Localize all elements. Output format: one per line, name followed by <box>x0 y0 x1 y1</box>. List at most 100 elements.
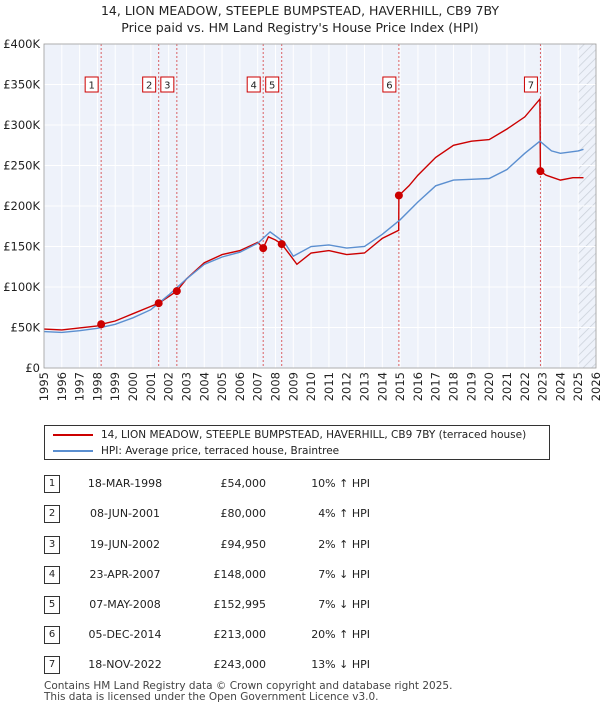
x-tick-label: 2019 <box>464 372 478 401</box>
row-date: 23-APR-2007 <box>89 568 161 581</box>
row-price: £54,000 <box>220 477 267 490</box>
sale-point <box>394 191 403 200</box>
row-hpi-delta: 4% ↑ HPI <box>318 507 370 520</box>
row-number-badge: 2 <box>44 505 60 523</box>
row-number-badge: 3 <box>44 536 60 554</box>
marker-label-box: 2 <box>142 76 157 93</box>
marker-label-box: 1 <box>84 76 99 93</box>
x-tick-label: 2018 <box>447 372 461 401</box>
price-chart: £0 £50K £100K £150K £200K £250K £300K £350K £400… <box>3 37 600 401</box>
marker-label-border <box>84 76 99 93</box>
legend-label-property: 14, LION MEADOW, STEEPLE BUMPSTEAD, HAVE… <box>101 429 527 441</box>
row-hpi-delta: 2% ↑ HPI <box>318 538 370 551</box>
x-tick-label: 2024 <box>553 372 567 401</box>
table-row: 4 23-APR-2007 £148,000 7% ↓ HPI <box>44 566 544 586</box>
y-tick-label: £250K <box>3 159 40 173</box>
x-tick-label: 1997 <box>73 372 87 401</box>
row-price: £80,000 <box>220 507 267 520</box>
x-tick-label: 2005 <box>215 372 229 401</box>
x-tick-label: 2022 <box>518 372 532 401</box>
row-date: 19-JUN-2002 <box>89 538 161 551</box>
x-tick-label: 2001 <box>144 372 158 401</box>
x-tick-label: 2011 <box>322 372 336 401</box>
table-row: 3 19-JUN-2002 £94,950 2% ↑ HPI <box>44 536 544 556</box>
x-tick-label: 1998 <box>90 372 104 401</box>
row-price: £243,000 <box>213 658 267 671</box>
x-tick-label: 2020 <box>482 372 496 401</box>
y-tick-label: £150K <box>3 240 40 254</box>
marker-label-number: 7 <box>528 81 534 92</box>
row-number-badge: 1 <box>44 475 60 493</box>
row-hpi-delta: 20% ↑ HPI <box>311 628 370 641</box>
marker-label-box: 3 <box>160 76 175 93</box>
marker-label-border <box>523 76 538 93</box>
legend-item-hpi: HPI: Average price, terraced house, Brai… <box>53 444 339 458</box>
row-price: £148,000 <box>213 568 267 581</box>
row-date: 05-DEC-2014 <box>88 628 162 641</box>
row-date: 07-MAY-2008 <box>89 598 161 611</box>
legend-swatch-hpi <box>53 450 93 452</box>
marker-label-border <box>382 76 397 93</box>
sale-point <box>172 287 181 296</box>
x-tick-label: 2023 <box>536 372 550 401</box>
row-number-badge: 6 <box>44 626 60 644</box>
row-date: 08-JUN-2001 <box>89 507 161 520</box>
marker-label-number: 2 <box>146 81 152 92</box>
x-tick-label: 2007 <box>251 372 265 401</box>
x-tick-label: 1999 <box>108 372 122 401</box>
x-tick-label: 2015 <box>393 372 407 401</box>
marker-label-number: 1 <box>88 81 94 92</box>
legend: 14, LION MEADOW, STEEPLE BUMPSTEAD, HAVE… <box>44 425 550 460</box>
sale-point <box>154 299 163 308</box>
x-tick-label: 2025 <box>571 372 585 401</box>
x-tick-label: 2013 <box>358 372 372 401</box>
marker-label-border <box>160 76 175 93</box>
marker-label-box: 5 <box>265 76 280 93</box>
y-tick-label: £0 <box>25 361 40 375</box>
marker-label-border <box>142 76 157 93</box>
chart-subtitle: Price paid vs. HM Land Registry's House … <box>121 20 479 35</box>
x-tick-label: 2014 <box>375 372 389 401</box>
x-tick-label: 2026 <box>589 372 600 401</box>
x-tick-label: 2008 <box>268 372 282 401</box>
x-tick-label: 2003 <box>179 372 193 401</box>
x-tick-label: 2006 <box>233 372 247 401</box>
row-number-badge: 4 <box>44 566 60 584</box>
x-tick-label: 2016 <box>411 372 425 401</box>
x-tick-label: 2000 <box>126 372 140 401</box>
sale-point <box>536 167 545 176</box>
marker-label-number: 5 <box>269 81 275 92</box>
x-tick-label: 1996 <box>55 372 69 401</box>
table-row: 5 07-MAY-2008 £152,995 7% ↓ HPI <box>44 596 544 616</box>
x-tick-label: 2021 <box>500 372 514 401</box>
chart-title: 14, LION MEADOW, STEEPLE BUMPSTEAD, HAVE… <box>100 3 499 18</box>
table-row: 2 08-JUN-2001 £80,000 4% ↑ HPI <box>44 505 544 525</box>
y-tick-label: £400K <box>3 37 40 51</box>
row-number-badge: 5 <box>44 596 60 614</box>
row-number-badge: 7 <box>44 656 60 674</box>
row-price: £94,950 <box>220 538 267 551</box>
marker-label-number: 6 <box>386 81 392 92</box>
table-row: 6 05-DEC-2014 £213,000 20% ↑ HPI <box>44 626 544 646</box>
property-price-line <box>43 97 584 331</box>
hpi-line <box>43 140 584 334</box>
y-tick-label: £50K <box>11 321 41 335</box>
legend-swatch-property <box>53 434 93 436</box>
row-date: 18-MAR-1998 <box>87 477 163 490</box>
y-tick-label: £200K <box>3 199 40 213</box>
marker-label-border <box>246 76 261 93</box>
row-date: 18-NOV-2022 <box>88 658 162 671</box>
footer-line-licence: This data is licensed under the Open Gov… <box>44 691 379 703</box>
row-price: £152,995 <box>213 598 267 611</box>
marker-label-box: 4 <box>246 76 261 93</box>
row-hpi-delta: 13% ↓ HPI <box>311 658 370 671</box>
y-tick-label: £300K <box>3 118 40 132</box>
marker-label-box: 7 <box>523 76 538 93</box>
row-hpi-delta: 7% ↓ HPI <box>318 568 370 581</box>
table-row: 1 18-MAR-1998 £54,000 10% ↑ HPI <box>44 475 544 495</box>
x-tick-label: 2010 <box>304 372 318 401</box>
legend-label-hpi: HPI: Average price, terraced house, Brai… <box>101 445 340 457</box>
y-tick-label: £100K <box>3 280 40 294</box>
legend-item-property: 14, LION MEADOW, STEEPLE BUMPSTEAD, HAVE… <box>53 428 526 442</box>
row-price: £213,000 <box>213 628 267 641</box>
